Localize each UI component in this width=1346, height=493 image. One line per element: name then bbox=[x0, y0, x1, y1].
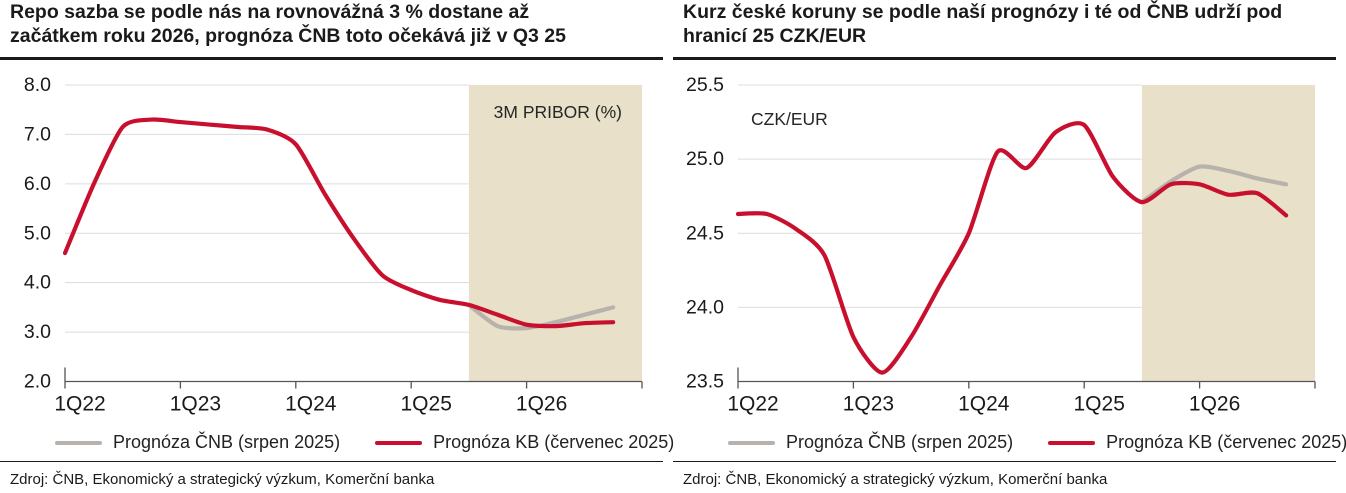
svg-text:1Q22: 1Q22 bbox=[54, 393, 105, 416]
svg-text:24.5: 24.5 bbox=[686, 222, 724, 244]
svg-text:1Q23: 1Q23 bbox=[170, 393, 221, 416]
svg-text:6.0: 6.0 bbox=[24, 173, 51, 195]
svg-text:25.0: 25.0 bbox=[686, 148, 724, 170]
svg-text:23.5: 23.5 bbox=[686, 371, 724, 393]
svg-text:24.0: 24.0 bbox=[686, 296, 724, 318]
svg-text:5.0: 5.0 bbox=[24, 222, 51, 244]
svg-text:1Q25: 1Q25 bbox=[401, 393, 452, 416]
svg-text:7.0: 7.0 bbox=[24, 123, 51, 145]
svg-text:1Q26: 1Q26 bbox=[1189, 393, 1240, 416]
svg-text:CZK/EUR: CZK/EUR bbox=[751, 109, 828, 129]
svg-text:8.0: 8.0 bbox=[24, 74, 51, 96]
svg-text:2.0: 2.0 bbox=[24, 371, 51, 393]
svg-text:3M PRIBOR (%): 3M PRIBOR (%) bbox=[494, 102, 622, 122]
svg-text:1Q23: 1Q23 bbox=[843, 393, 894, 416]
svg-text:25.5: 25.5 bbox=[686, 74, 724, 96]
svg-text:3.0: 3.0 bbox=[24, 321, 51, 343]
svg-text:1Q25: 1Q25 bbox=[1074, 393, 1125, 416]
svg-text:1Q24: 1Q24 bbox=[958, 393, 1010, 416]
svg-text:1Q26: 1Q26 bbox=[516, 393, 567, 416]
svg-text:4.0: 4.0 bbox=[24, 272, 51, 294]
svg-text:1Q24: 1Q24 bbox=[285, 393, 337, 416]
svg-text:1Q22: 1Q22 bbox=[727, 393, 778, 416]
